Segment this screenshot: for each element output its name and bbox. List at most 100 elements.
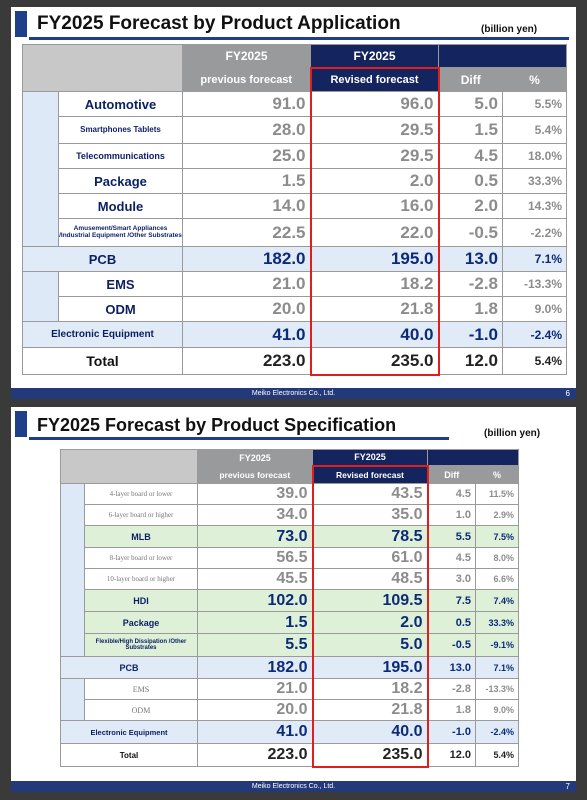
header-previous-forecast: previous forecast bbox=[182, 67, 311, 92]
cell-pct: 9.0% bbox=[475, 699, 519, 721]
cell-prev: 34.0 bbox=[197, 504, 313, 526]
row-label: Package bbox=[84, 611, 198, 634]
cell-diff: -2.8 bbox=[427, 678, 476, 700]
row-label: Smartphones Tablets bbox=[58, 116, 183, 144]
cell-prev: 20.0 bbox=[182, 296, 311, 322]
header-fy-rev: FY2025 bbox=[312, 449, 428, 466]
cell-prev: 1.5 bbox=[182, 168, 311, 194]
cell-diff: 12.0 bbox=[438, 347, 503, 375]
title-accent-bar bbox=[15, 411, 27, 437]
cell-pct: 5.4% bbox=[502, 116, 567, 144]
cell-prev: 1.5 bbox=[197, 611, 313, 634]
header-fy-prev: FY2025 bbox=[197, 449, 313, 466]
cell-prev: 28.0 bbox=[182, 116, 311, 144]
page-number: 7 bbox=[565, 782, 570, 791]
cell-rev: 40.0 bbox=[311, 720, 429, 744]
cell-rev: 35.0 bbox=[311, 504, 429, 526]
cell-rev: 2.0 bbox=[309, 168, 440, 194]
row-label: PCB bbox=[60, 656, 198, 679]
cell-rev: 5.0 bbox=[311, 633, 429, 657]
row-label: Electronic Equipment bbox=[60, 720, 198, 744]
header-diff: Diff bbox=[427, 465, 476, 484]
cell-prev: 20.0 bbox=[197, 699, 313, 721]
slide-title: FY2025 Forecast by Product Application bbox=[37, 13, 401, 34]
cell-prev: 91.0 bbox=[182, 91, 311, 117]
application-table: FY2025 FY2025 previous forecast Revised … bbox=[22, 44, 567, 376]
cell-pct: -9.1% bbox=[475, 633, 519, 657]
cell-pct: 11.5% bbox=[475, 483, 519, 505]
cell-diff: 3.0 bbox=[427, 568, 476, 590]
cell-rev: 29.5 bbox=[309, 116, 440, 144]
cell-pct: 33.3% bbox=[502, 168, 567, 194]
cell-diff: 1.8 bbox=[427, 699, 476, 721]
table-row-total: Total 223.0 235.0 12.0 5.4% bbox=[22, 347, 567, 376]
cell-diff: 5.5 bbox=[427, 525, 476, 548]
cell-prev: 182.0 bbox=[197, 656, 313, 679]
cell-prev: 102.0 bbox=[197, 589, 313, 612]
unit-label: (billion yen) bbox=[481, 24, 538, 35]
cell-prev: 25.0 bbox=[182, 143, 311, 169]
cell-rev: 235.0 bbox=[311, 743, 429, 768]
cell-pct: -2.4% bbox=[502, 321, 567, 348]
cell-pct: 7.4% bbox=[475, 589, 519, 612]
table-row: Module 14.0 16.0 2.0 14.3% bbox=[23, 193, 567, 219]
cell-pct: 5.4% bbox=[475, 743, 519, 767]
cell-diff: 1.0 bbox=[427, 504, 476, 526]
row-label: Total bbox=[22, 347, 183, 375]
cell-pct: 14.3% bbox=[502, 193, 567, 219]
row-label: Automotive bbox=[58, 91, 183, 117]
header-fy-rev: FY2025 bbox=[310, 44, 439, 68]
cell-rev: 21.8 bbox=[311, 699, 429, 721]
unit-label: (billion yen) bbox=[484, 428, 541, 439]
cell-pct: 7.1% bbox=[502, 246, 567, 272]
table-row-subtotal: Package 1.5 2.0 0.5 33.3% bbox=[60, 611, 519, 634]
table-row-subtotal: HDI 102.0 109.5 7.5 7.4% bbox=[60, 589, 519, 612]
row-label: PCB bbox=[22, 246, 183, 272]
cell-prev: 21.0 bbox=[197, 678, 313, 700]
cell-rev: 16.0 bbox=[309, 193, 440, 219]
table-row: Telecommunications 25.0 29.5 4.5 18.0% bbox=[23, 143, 567, 169]
cell-rev: 18.2 bbox=[309, 271, 440, 297]
cell-pct: 7.5% bbox=[475, 525, 519, 548]
row-label: Flexible/High Dissipation /Other Substra… bbox=[84, 633, 198, 657]
cell-rev: 18.2 bbox=[311, 678, 429, 700]
cell-prev: 223.0 bbox=[197, 743, 313, 767]
indent-cell bbox=[22, 91, 59, 247]
cell-prev: 182.0 bbox=[182, 246, 311, 272]
specification-table: FY2025 FY2025 previous forecast Revised … bbox=[60, 449, 519, 768]
row-label: ODM bbox=[58, 296, 183, 322]
row-label: Package bbox=[58, 168, 183, 194]
cell-pct: 5.4% bbox=[502, 347, 567, 375]
table-row: Package 1.5 2.0 0.5 33.3% bbox=[23, 168, 567, 194]
cell-rev: 2.0 bbox=[311, 611, 429, 634]
cell-prev: 73.0 bbox=[197, 525, 313, 548]
cell-rev: 61.0 bbox=[311, 547, 429, 569]
cell-rev: 40.0 bbox=[309, 321, 440, 348]
indent-cell bbox=[22, 271, 59, 322]
row-label: 4-layer board or lower bbox=[84, 483, 198, 505]
title-underline bbox=[29, 37, 569, 40]
table-row-subtotal: Electronic Equipment 41.0 40.0 -1.0 -2.4… bbox=[60, 720, 519, 744]
title-underline bbox=[29, 437, 449, 440]
cell-diff: 0.5 bbox=[438, 168, 503, 194]
cell-diff: 4.5 bbox=[427, 483, 476, 505]
footer-company: Meiko Electronics Co., Ltd. bbox=[11, 781, 576, 792]
row-label: HDI bbox=[84, 589, 198, 612]
cell-pct: -13.3% bbox=[475, 678, 519, 700]
row-label: Telecommunications bbox=[58, 143, 183, 169]
cell-diff: 7.5 bbox=[427, 589, 476, 612]
table-row: ODM 20.0 21.8 1.8 9.0% bbox=[23, 296, 567, 322]
cell-rev: 48.5 bbox=[311, 568, 429, 590]
slide-product-specification: FY2025 Forecast by Product Specification… bbox=[11, 407, 576, 792]
cell-rev: 195.0 bbox=[309, 246, 440, 272]
cell-diff: 0.5 bbox=[427, 611, 476, 634]
table-row: 4-layer board or lower 39.0 43.5 4.5 11.… bbox=[60, 483, 519, 657]
cell-prev: 22.5 bbox=[182, 218, 311, 247]
cell-prev: 39.0 bbox=[197, 483, 313, 505]
cell-diff: -1.0 bbox=[427, 720, 476, 744]
cell-rev: 22.0 bbox=[309, 218, 440, 247]
indent-cell bbox=[60, 483, 85, 657]
row-label: 10-layer board or higher bbox=[84, 568, 198, 590]
cell-rev: 109.5 bbox=[311, 589, 429, 612]
cell-rev: 96.0 bbox=[309, 91, 440, 117]
